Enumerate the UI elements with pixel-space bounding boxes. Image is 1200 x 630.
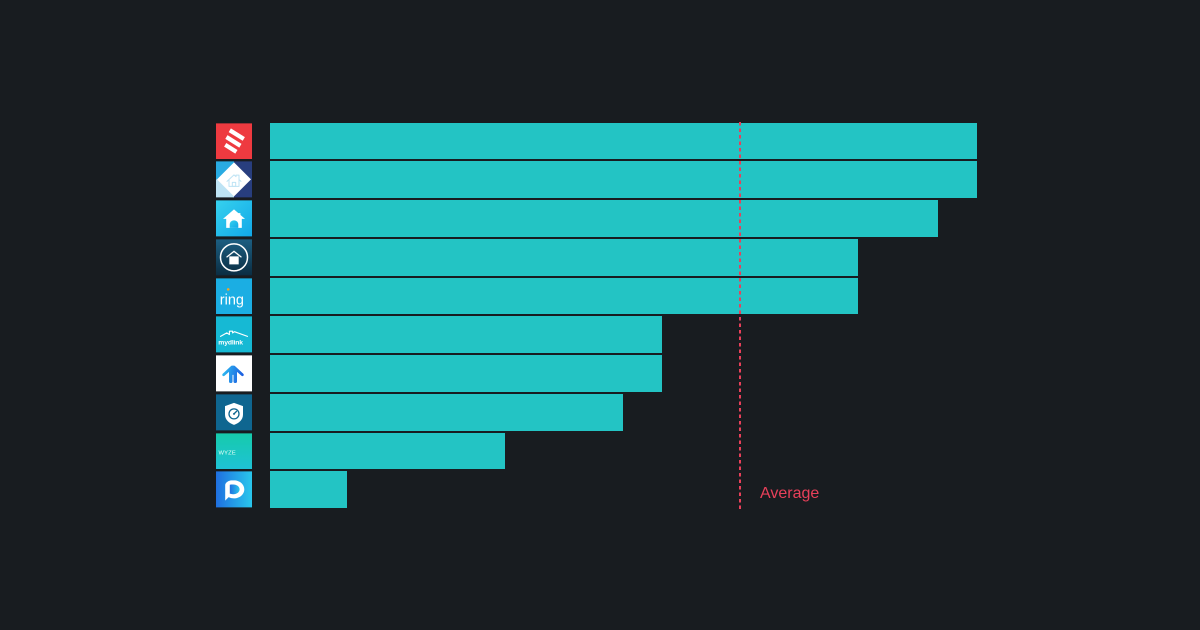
svg-text:mydlink: mydlink xyxy=(218,340,243,347)
svg-text:ring: ring xyxy=(220,292,244,308)
svg-text:WYZE: WYZE xyxy=(219,450,236,456)
